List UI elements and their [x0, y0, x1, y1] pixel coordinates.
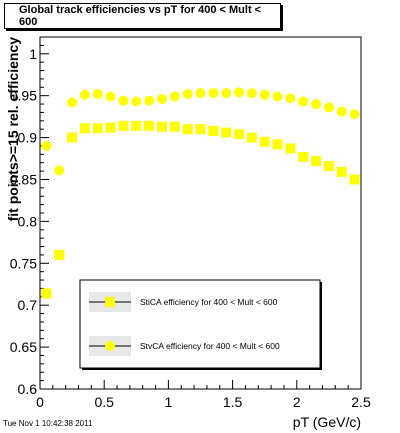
y-tick-label: 1 [29, 46, 37, 62]
stvca-point [54, 165, 65, 176]
stvca-point [323, 102, 334, 113]
x-axis-label: pT (GeV/c) [293, 414, 361, 430]
stica-point [144, 120, 155, 131]
stica-point [54, 249, 65, 260]
y-tick-label: 0.8 [18, 213, 38, 229]
x-tick-label: 0.5 [94, 394, 114, 410]
stvca-point [195, 88, 206, 99]
stvca-point [131, 96, 142, 107]
stvca-point [285, 93, 296, 104]
stvca-point [298, 96, 309, 107]
stvca-point [92, 88, 103, 99]
legend-label-stvca: StvCA efficiency for 400 < Mult < 600 [140, 341, 280, 351]
stica-point [156, 121, 167, 132]
y-tick-label: 0.9 [18, 130, 38, 146]
stica-point [259, 136, 270, 147]
stica-point [67, 132, 78, 143]
stica-point [298, 151, 309, 162]
stvca-point [349, 109, 360, 120]
x-tick-label: 1.5 [223, 394, 243, 410]
x-tick-label: 0 [36, 394, 44, 410]
x-tick-label: 1 [165, 394, 173, 410]
chart-title: Global track efficiencies vs pT for 400 … [4, 3, 281, 29]
stvca-point [169, 91, 180, 102]
stvca-point [246, 88, 257, 99]
stvca-point [234, 87, 245, 98]
stica-point [92, 123, 103, 134]
stvca-point [156, 94, 167, 105]
stica-point [131, 120, 142, 131]
x-tick-label: 2.5 [351, 394, 371, 410]
stica-point [336, 166, 347, 177]
stvca-point [311, 99, 322, 110]
y-axis-label: fit points>=15 rel. efficiency [5, 37, 21, 222]
stica-point [105, 122, 116, 133]
stica-point [285, 143, 296, 154]
stica-point [246, 132, 257, 143]
stvca-point [336, 106, 347, 117]
stica-point [323, 161, 334, 172]
legend-marker-stica [105, 297, 115, 307]
stica-point [349, 174, 360, 185]
stvca-point [118, 95, 129, 106]
stica-point [195, 124, 206, 135]
y-tick-label: 0.65 [10, 339, 37, 355]
stica-point [41, 288, 52, 299]
y-tick-label: 0.95 [10, 88, 37, 104]
x-tick-label: 2 [293, 394, 301, 410]
y-tick-label: 0.75 [10, 255, 37, 271]
stvca-point [272, 91, 283, 102]
y-tick-label: 0.6 [18, 381, 38, 397]
legend-marker-stvca [105, 341, 115, 351]
legend-label-stica: StiCA efficiency for 400 < Mult < 600 [140, 297, 278, 307]
stica-point [182, 124, 193, 135]
stvca-point [208, 88, 219, 99]
stica-point [311, 156, 322, 167]
stvca-point [221, 88, 232, 99]
stica-point [234, 129, 245, 140]
stvca-point [79, 89, 90, 100]
y-tick-label: 0.85 [10, 171, 37, 187]
stica-point [221, 127, 232, 138]
stvca-point [182, 88, 193, 99]
timestamp: Tue Nov 1 10:42:38 2011 [3, 419, 93, 428]
stvca-point [259, 89, 270, 100]
stica-point [79, 123, 90, 134]
y-tick-label: 0.7 [18, 297, 38, 313]
stvca-point [144, 95, 155, 106]
stvca-point [67, 97, 78, 108]
stica-point [118, 120, 129, 131]
stvca-point [105, 91, 116, 102]
stvca-point [41, 140, 52, 151]
stica-point [208, 125, 219, 136]
stica-point [169, 121, 180, 132]
stica-point [272, 139, 283, 150]
